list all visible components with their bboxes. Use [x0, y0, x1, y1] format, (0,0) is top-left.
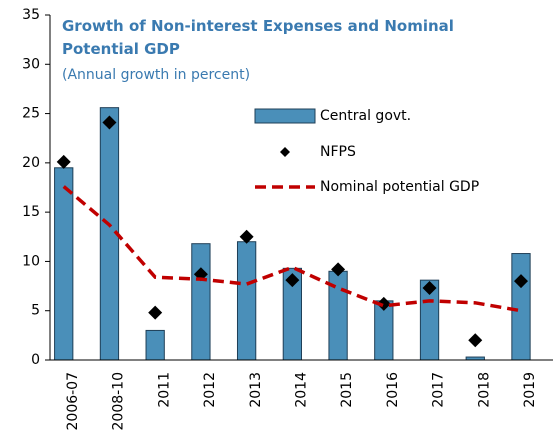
legend-swatch [254, 108, 316, 124]
x-tick-label: 2017 [431, 372, 447, 408]
x-tick-label: 2012 [202, 372, 218, 408]
y-tick-label: 20 [22, 155, 40, 171]
legend-label: NFPS [320, 144, 356, 160]
marker [102, 115, 117, 130]
marker [285, 273, 300, 288]
marker [376, 296, 391, 311]
line [62, 185, 522, 313]
y-tick-label: 0 [31, 352, 40, 368]
bar [191, 243, 211, 361]
x-tick-label: 2014 [294, 372, 310, 408]
x-tick-label: 2013 [248, 372, 264, 408]
bar [54, 167, 74, 361]
marker [239, 229, 254, 244]
x-tick-label: 2008-10 [111, 372, 127, 431]
x-tick-label: 2011 [156, 372, 172, 408]
marker [422, 281, 437, 296]
x-tick-label: 2019 [522, 372, 538, 408]
x-tick-label: 2006-07 [65, 372, 81, 431]
marker [468, 333, 483, 348]
chart-title: Growth of Non-interest Expenses and Nomi… [62, 17, 454, 58]
bar [511, 253, 531, 361]
y-tick-label: 10 [22, 253, 40, 269]
legend-label: Nominal potential GDP [320, 179, 479, 195]
x-tick-label: 2015 [339, 372, 355, 408]
bar [236, 241, 257, 361]
y-tick-label: 5 [31, 303, 40, 319]
legend-swatch [280, 147, 290, 157]
marker [513, 274, 528, 289]
marker [148, 305, 163, 320]
bar [145, 329, 165, 361]
legend-label: Central govt. [320, 108, 411, 124]
x-tick-label: 2016 [385, 372, 401, 408]
y-tick-label: 25 [22, 106, 40, 122]
chart-subtitle: (Annual growth in percent) [62, 67, 251, 83]
x-tick-label: 2018 [476, 372, 492, 408]
marker [56, 154, 71, 169]
marker [331, 262, 346, 277]
y-tick-label: 15 [22, 204, 40, 220]
y-tick-label: 35 [22, 7, 40, 23]
y-tick-label: 30 [22, 56, 40, 72]
